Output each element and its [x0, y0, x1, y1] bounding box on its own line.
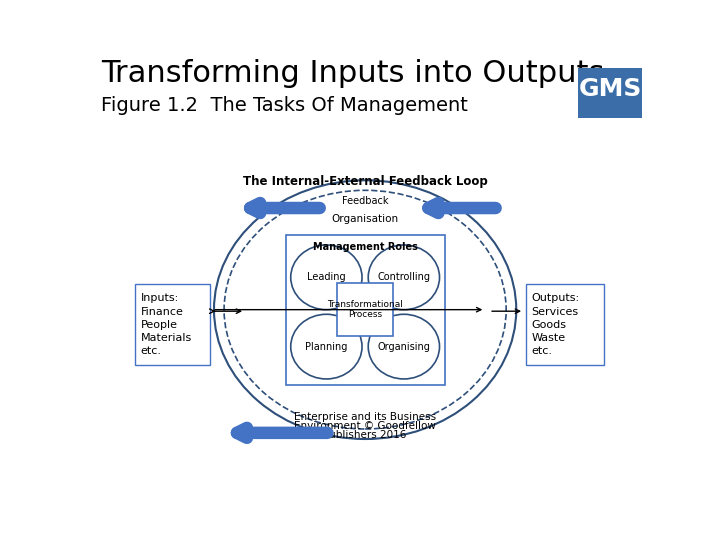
Text: Inputs:
Finance
People
Materials
etc.: Inputs: Finance People Materials etc. — [140, 294, 192, 356]
Text: Organisation: Organisation — [332, 214, 399, 224]
Text: Figure 1.2  The Tasks Of Management: Figure 1.2 The Tasks Of Management — [101, 96, 468, 115]
Text: GMS: GMS — [578, 77, 642, 101]
Text: Environment © Goodfellow: Environment © Goodfellow — [294, 421, 436, 431]
FancyBboxPatch shape — [578, 68, 642, 118]
FancyBboxPatch shape — [337, 284, 393, 336]
Text: Transformational
Process: Transformational Process — [327, 300, 403, 319]
Text: Enterprise and its Business: Enterprise and its Business — [294, 413, 436, 422]
FancyBboxPatch shape — [526, 284, 604, 365]
Text: Transforming Inputs into Outputs: Transforming Inputs into Outputs — [101, 59, 604, 88]
Text: The Internal-External Feedback Loop: The Internal-External Feedback Loop — [243, 176, 487, 188]
Text: Outputs:
Services
Goods
Waste
etc.: Outputs: Services Goods Waste etc. — [532, 294, 580, 356]
FancyBboxPatch shape — [135, 284, 210, 365]
Text: Feedback: Feedback — [342, 196, 388, 206]
FancyBboxPatch shape — [578, 68, 642, 92]
Text: Management Roles: Management Roles — [312, 242, 418, 252]
Text: Planning: Planning — [305, 342, 348, 352]
Text: Publishers 2016: Publishers 2016 — [323, 430, 407, 440]
Text: Controlling: Controlling — [377, 272, 431, 282]
Text: Organising: Organising — [377, 342, 431, 352]
Text: Leading: Leading — [307, 272, 346, 282]
FancyBboxPatch shape — [286, 234, 444, 384]
